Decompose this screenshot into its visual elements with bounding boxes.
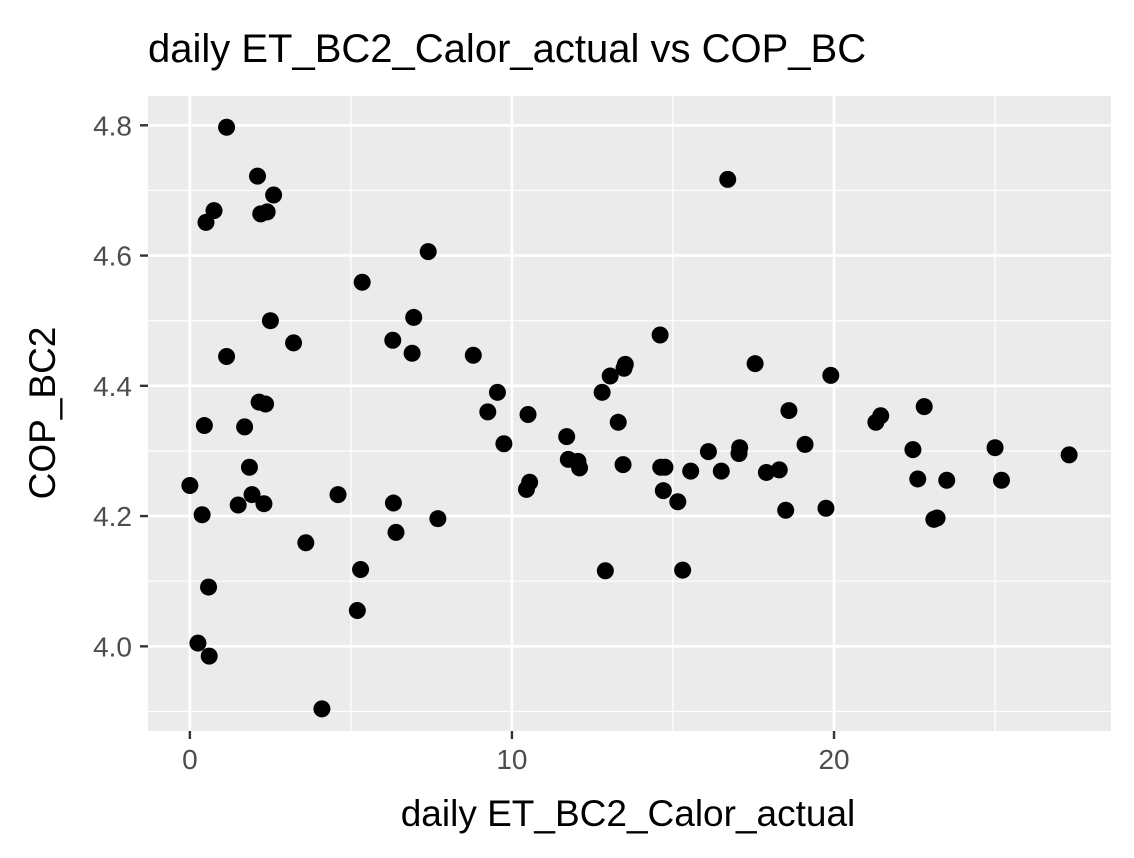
data-points xyxy=(181,118,1078,718)
x-tick-label: 10 xyxy=(496,744,527,775)
data-point xyxy=(265,186,283,204)
data-point xyxy=(189,634,207,652)
data-point xyxy=(384,331,402,349)
data-point xyxy=(616,355,634,373)
x-axis-title: daily ET_BC2_Calor_actual xyxy=(401,793,856,834)
data-point xyxy=(387,523,405,541)
data-point xyxy=(353,273,371,291)
minor-gridlines xyxy=(148,96,1111,731)
data-point xyxy=(218,348,236,366)
data-point xyxy=(731,439,749,457)
y-tick-label: 4.2 xyxy=(93,501,132,532)
y-tick-label: 4.6 xyxy=(93,241,132,272)
data-point xyxy=(928,509,946,527)
data-point xyxy=(796,435,814,453)
data-point xyxy=(817,499,835,517)
data-point xyxy=(193,506,211,524)
data-point xyxy=(669,493,687,511)
data-point xyxy=(654,482,672,500)
data-point xyxy=(258,203,276,221)
data-point xyxy=(255,495,273,513)
data-point xyxy=(495,435,513,453)
y-tick-label: 4.0 xyxy=(93,631,132,662)
data-point xyxy=(329,486,347,504)
data-point xyxy=(904,441,922,459)
data-point xyxy=(479,403,497,421)
data-point xyxy=(297,534,315,552)
data-point xyxy=(488,383,506,401)
data-point xyxy=(384,494,402,512)
data-point xyxy=(348,602,366,620)
data-point xyxy=(257,395,275,413)
data-point xyxy=(1060,446,1078,464)
data-point xyxy=(519,405,537,423)
data-point xyxy=(181,476,199,494)
data-point xyxy=(596,562,614,580)
plot-panel xyxy=(148,96,1111,731)
data-point xyxy=(609,413,627,431)
data-point xyxy=(872,407,890,425)
x-axis: 0 10 20 xyxy=(182,731,850,775)
data-point xyxy=(682,462,700,480)
data-point xyxy=(240,458,258,476)
data-point xyxy=(229,496,247,514)
data-point xyxy=(712,462,730,480)
data-point xyxy=(285,334,303,352)
data-point xyxy=(822,366,840,384)
data-point xyxy=(614,456,632,474)
data-point xyxy=(243,486,261,504)
data-point xyxy=(571,459,589,477)
data-point xyxy=(780,402,798,420)
data-point xyxy=(195,417,213,435)
data-point xyxy=(558,428,576,446)
data-point xyxy=(313,700,331,718)
data-point xyxy=(651,326,669,344)
x-tick-label: 20 xyxy=(818,744,849,775)
y-axis-title: COP_BC2 xyxy=(22,327,63,500)
y-tick-label: 4.4 xyxy=(93,371,132,402)
data-point xyxy=(236,418,254,436)
data-point xyxy=(261,312,279,330)
data-point xyxy=(521,473,539,491)
data-point xyxy=(656,458,674,476)
data-point xyxy=(992,471,1010,489)
data-point xyxy=(674,561,692,579)
y-axis: 4.0 4.2 4.4 4.6 4.8 xyxy=(93,110,148,662)
data-point xyxy=(249,167,267,185)
data-point xyxy=(770,461,788,479)
data-point xyxy=(601,367,619,385)
data-point xyxy=(699,443,717,461)
data-point xyxy=(464,346,482,364)
data-point xyxy=(403,344,421,362)
data-point xyxy=(429,510,447,528)
data-point xyxy=(405,308,423,326)
x-tick-label: 0 xyxy=(182,744,198,775)
data-point xyxy=(915,398,933,416)
chart-title: daily ET_BC2_Calor_actual vs COP_BC xyxy=(148,27,866,71)
y-tick-label: 4.8 xyxy=(93,110,132,141)
major-gridlines xyxy=(148,96,1111,731)
data-point xyxy=(200,578,218,596)
data-point xyxy=(200,647,218,665)
data-point xyxy=(986,439,1004,457)
data-point xyxy=(218,118,236,136)
data-point xyxy=(938,471,956,489)
data-point xyxy=(352,560,370,578)
data-point xyxy=(909,470,927,488)
data-point xyxy=(757,463,775,481)
data-point xyxy=(777,501,795,519)
data-point xyxy=(419,243,437,261)
data-point xyxy=(205,202,223,220)
data-point xyxy=(746,355,764,373)
data-point xyxy=(719,170,737,188)
data-point xyxy=(593,383,611,401)
